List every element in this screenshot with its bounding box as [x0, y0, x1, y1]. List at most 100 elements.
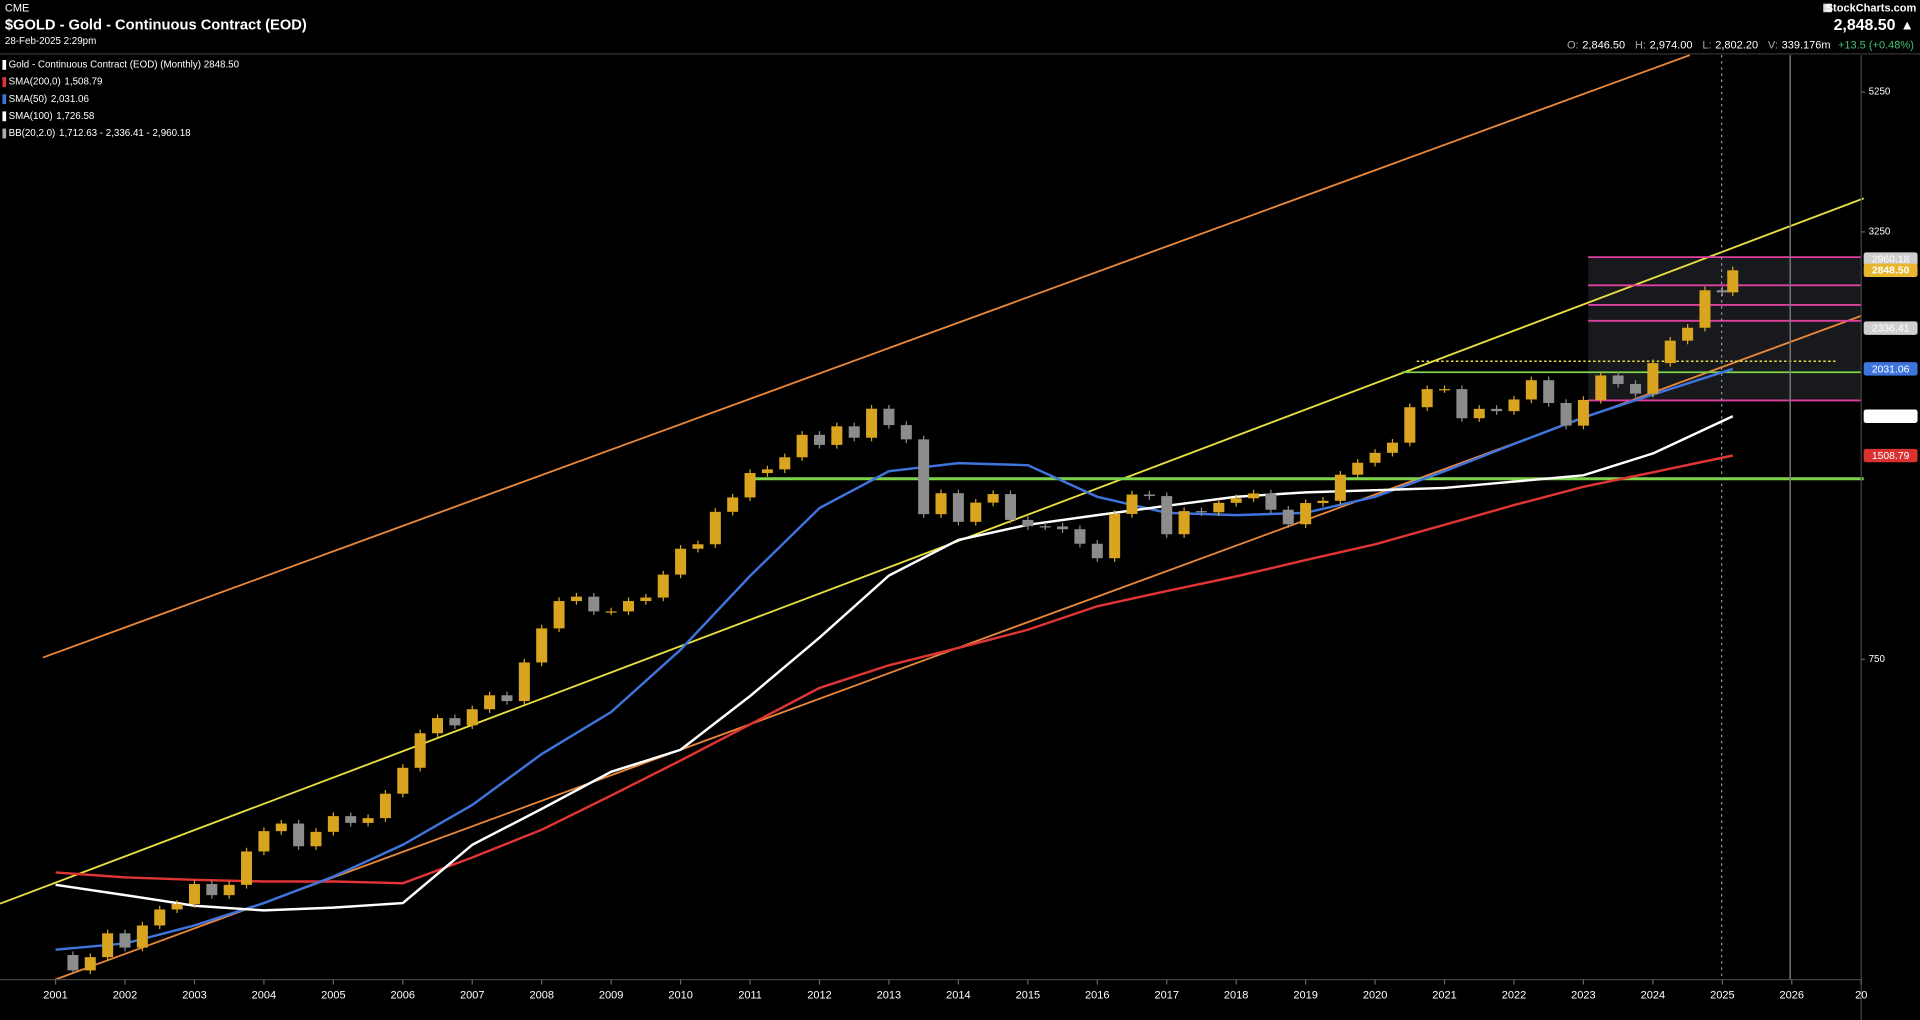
x-tick-label: 2013 [877, 989, 902, 1001]
candle [1647, 363, 1659, 394]
candle [1560, 402, 1572, 426]
price-change: +13.5 (+0.48%) [1838, 39, 1914, 51]
candle [1508, 399, 1520, 412]
candle [1004, 494, 1016, 520]
y-tick-label: 5250 [1869, 87, 1891, 98]
price-tag [1863, 252, 1918, 266]
candle [640, 597, 652, 602]
candle [1386, 442, 1398, 453]
candle [796, 434, 808, 458]
candle [102, 933, 114, 958]
candle [1699, 290, 1711, 328]
price-tag [1863, 409, 1918, 423]
x-tick-label: 2001 [43, 989, 68, 1001]
candle [1456, 389, 1468, 419]
candle [1334, 474, 1346, 501]
legend-name: SMA(200,0) [9, 77, 61, 88]
highlight-box [1588, 257, 1862, 401]
x-tick-label: 2016 [1085, 989, 1110, 1001]
candle [1630, 383, 1642, 394]
candle [1300, 503, 1312, 525]
candle [188, 884, 200, 905]
candle [518, 662, 530, 702]
x-tick-label: 2023 [1571, 989, 1596, 1001]
candle [1369, 452, 1381, 463]
candle [1317, 500, 1329, 504]
candle [570, 596, 582, 602]
x-tick-label: 2022 [1502, 989, 1527, 1001]
x-tick-label: 2006 [391, 989, 416, 1001]
candle [293, 823, 305, 847]
candle [275, 823, 287, 832]
x-tick-label: 2005 [321, 989, 346, 1001]
quote-label: V: [1768, 39, 1778, 51]
x-tick-label: 2021 [1432, 989, 1457, 1001]
candle [1282, 509, 1294, 525]
sma-line [55, 367, 1734, 951]
candle [1473, 408, 1485, 419]
last-price: 2,848.50 [1834, 17, 1896, 34]
source: StockCharts.com [1826, 2, 1917, 14]
candle [1716, 290, 1728, 293]
quote-label: O: [1567, 39, 1579, 51]
price-tag-label: 2031.06 [1872, 364, 1910, 375]
x-tick-label: 2004 [252, 989, 277, 1001]
candle [1178, 511, 1190, 535]
annotations [0, 53, 1920, 1020]
candle [1213, 502, 1225, 513]
legend-swatch [2, 77, 7, 87]
x-tick-label: 2024 [1641, 989, 1666, 1001]
candle [605, 611, 617, 613]
legend-value: 2,031.06 [51, 94, 90, 105]
candle [362, 818, 374, 823]
legend-name: BB(20,2.0) [9, 128, 56, 139]
candle [119, 933, 131, 948]
price-tag-label: 2336.41 [1872, 323, 1910, 334]
quote-value: 2,802.20 [1715, 39, 1758, 51]
candle [1612, 375, 1624, 384]
x-tick-label: 2014 [946, 989, 971, 1001]
candle [692, 544, 704, 549]
candle [258, 831, 270, 852]
x-tick-label: 2010 [668, 989, 693, 1001]
candle [883, 408, 895, 426]
candle [1595, 375, 1607, 400]
candle [831, 426, 843, 445]
candle [813, 434, 826, 445]
candle [345, 816, 357, 823]
candle [466, 709, 478, 726]
candle [1543, 380, 1555, 403]
x-tick-label: 2007 [460, 989, 485, 1001]
candle [1091, 543, 1103, 559]
legend-value: 1,726.58 [56, 111, 95, 122]
candle [761, 469, 773, 474]
quote-value: 2,846.50 [1582, 39, 1625, 51]
candle [1248, 493, 1260, 499]
candle [918, 439, 930, 515]
quote-label: L: [1702, 39, 1711, 51]
candle [779, 457, 791, 470]
candle [1057, 526, 1069, 530]
x-tick-label: 2017 [1154, 989, 1179, 1001]
candle [675, 548, 687, 575]
candle [397, 767, 409, 794]
x-tick-label: 2003 [182, 989, 207, 1001]
candle [414, 733, 426, 768]
candle [379, 793, 391, 819]
candle [206, 884, 218, 896]
candle [935, 493, 947, 515]
candle [1439, 389, 1451, 391]
candle [952, 493, 964, 522]
price-tag [1863, 263, 1918, 278]
candle [1682, 327, 1694, 341]
candle [588, 596, 600, 612]
candle [1352, 462, 1364, 475]
x-tick-label: 2018 [1224, 989, 1249, 1001]
legend-value: 1,712.63 - 2,336.41 - 2,960.18 [59, 128, 191, 139]
candle [1525, 380, 1537, 400]
price-tag-label: 1726.58 [1872, 412, 1910, 423]
logo-icon [1823, 3, 1832, 13]
exchange: CME [5, 2, 29, 14]
candle [171, 904, 183, 910]
x-tick-label: 2002 [113, 989, 138, 1001]
